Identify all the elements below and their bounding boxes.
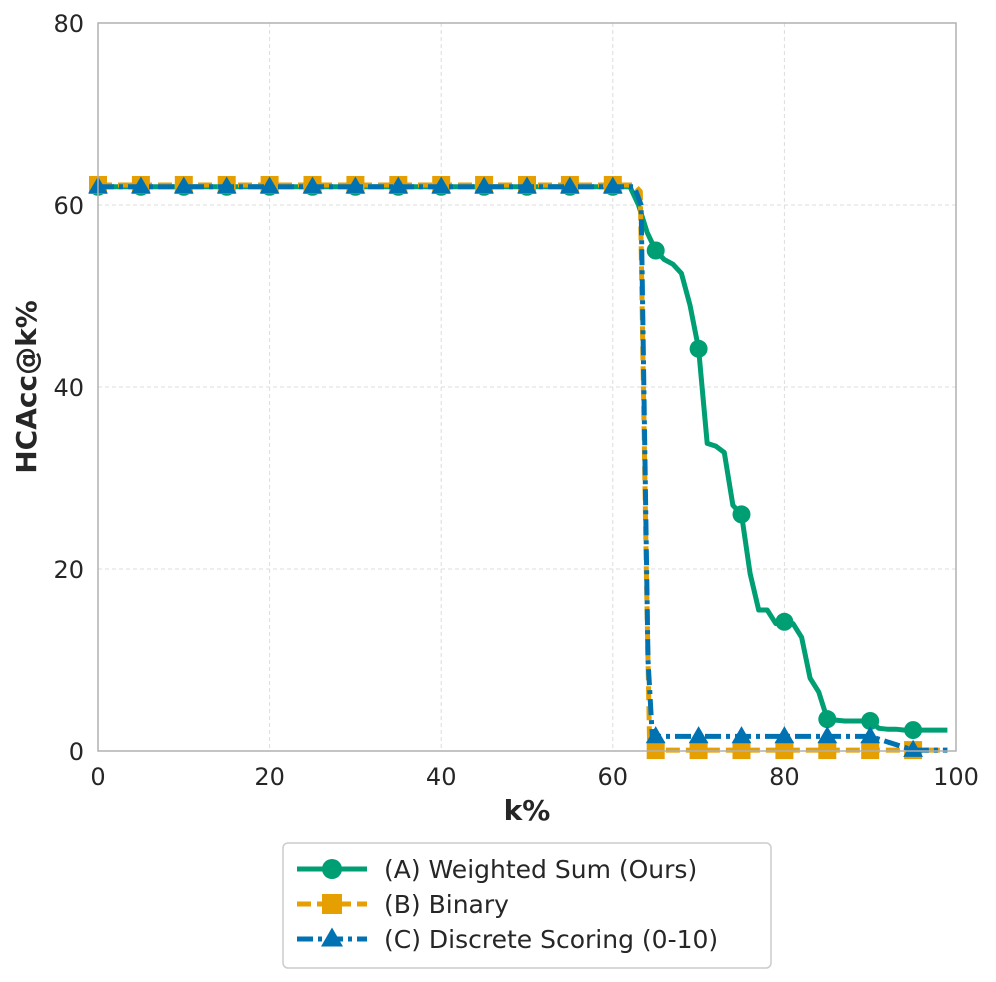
legend-label: (A) Weighted Sum (Ours) (384, 855, 697, 884)
data-point (646, 241, 665, 260)
data-point (731, 726, 752, 744)
y-tick-label: 40 (53, 374, 84, 402)
data-point (602, 176, 623, 194)
data-point (560, 176, 580, 194)
legend-marker (322, 859, 342, 879)
data-point (732, 505, 751, 524)
legend-marker (322, 894, 342, 914)
legend-marker (321, 927, 343, 947)
data-point (775, 612, 794, 631)
data-point (817, 726, 838, 744)
y-tick-label: 20 (53, 556, 84, 584)
data-point (646, 741, 665, 760)
data-point (904, 721, 923, 740)
tick-labels: 0 20 40 60 80 100 0 20 40 60 80 (53, 10, 978, 791)
data-point (861, 741, 880, 760)
legend-item: (A) Weighted Sum (Ours) (297, 855, 697, 884)
x-tick-label: 40 (426, 763, 457, 791)
y-tick-label: 60 (53, 192, 84, 220)
legend-item: (B) Binary (297, 890, 509, 919)
x-axis-title: k% (504, 794, 551, 827)
data-point (689, 741, 708, 760)
data-point (517, 176, 537, 194)
data-point (131, 176, 151, 194)
data-point (861, 711, 880, 730)
data-point (774, 726, 795, 744)
data-point (903, 739, 923, 757)
series-line (98, 184, 948, 753)
data-point (431, 176, 452, 194)
legend-label: (B) Binary (384, 890, 509, 919)
data-point (345, 176, 366, 194)
x-tick-label: 20 (254, 763, 285, 791)
y-tick-label: 80 (53, 10, 84, 38)
data-point (732, 741, 751, 760)
y-tick-label: 0 (69, 738, 84, 766)
data-point (775, 741, 794, 760)
data-point (216, 176, 237, 194)
series-layer (88, 175, 948, 760)
data-point (818, 741, 837, 760)
x-tick-label: 60 (598, 763, 629, 791)
x-tick-label: 100 (933, 763, 979, 791)
data-point (860, 726, 881, 744)
data-point (474, 176, 494, 194)
plot-frame (97, 22, 957, 752)
x-tick-label: 80 (769, 763, 800, 791)
data-point (818, 710, 837, 729)
y-axis-title: HCAcc@k% (10, 300, 43, 474)
data-point (688, 726, 709, 744)
series-3 (88, 176, 948, 757)
data-point (173, 176, 194, 194)
grid (98, 23, 956, 751)
data-point (259, 176, 280, 194)
legend: (A) Weighted Sum (Ours) (B) Binary (C) Dis… (282, 842, 772, 969)
data-point (388, 176, 409, 194)
legend-box (282, 842, 772, 969)
x-tick-label: 0 (90, 763, 105, 791)
data-point (689, 339, 708, 358)
legend-label: (C) Discrete Scoring (0-10) (384, 925, 718, 954)
data-point (302, 176, 323, 194)
legend-item: (C) Discrete Scoring (0-10) (297, 925, 718, 954)
data-point (645, 726, 666, 744)
